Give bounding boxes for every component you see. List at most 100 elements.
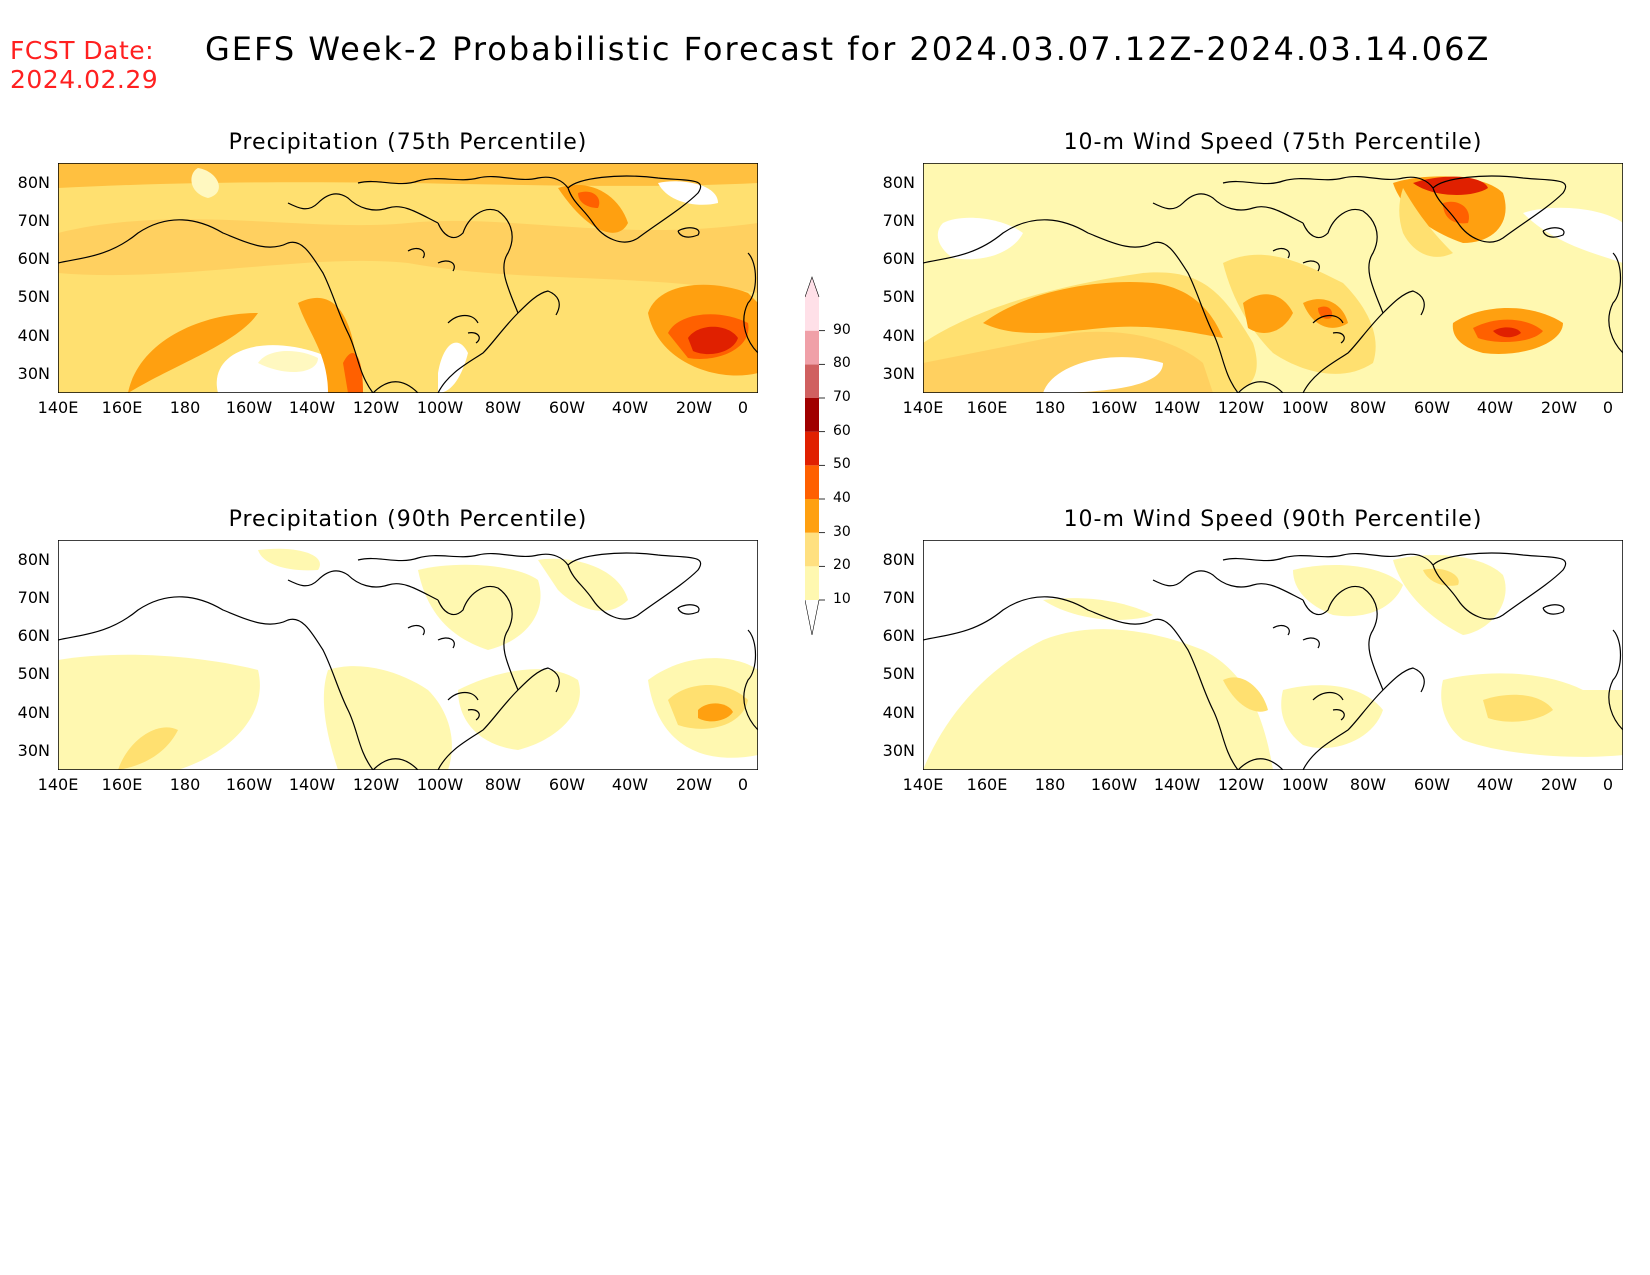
- lat-label: 30N: [17, 741, 50, 760]
- lon-label: 120W: [352, 398, 400, 417]
- lon-label: 100W: [416, 398, 464, 417]
- lon-label: 40W: [1476, 398, 1514, 417]
- lon-label: 80W: [1349, 398, 1387, 417]
- lon-label: 140E: [37, 398, 79, 417]
- fcst-date-value: 2024.02.29: [10, 65, 159, 94]
- colorbar-label: 90: [833, 321, 851, 338]
- lat-label: 70N: [17, 211, 50, 230]
- lon-label: 140E: [37, 775, 79, 794]
- colorbar-top-arrow: [805, 276, 820, 298]
- lon-label: 0: [1602, 775, 1614, 794]
- map-wind-90: [923, 540, 1623, 770]
- colorbar-swatch: [805, 330, 819, 365]
- colorbar-swatch: [805, 364, 819, 398]
- lon-label: 40W: [1476, 775, 1514, 794]
- lat-label: 40N: [17, 703, 50, 722]
- colorbar-label: 30: [833, 523, 851, 540]
- colorbar-label: 50: [833, 456, 851, 473]
- panel-title: 10-m Wind Speed (90th Percentile): [1063, 507, 1483, 532]
- lat-label: 30N: [882, 364, 915, 383]
- panel-title: Precipitation (75th Percentile): [228, 130, 588, 155]
- lon-label: 180: [169, 775, 201, 794]
- lat-label: 60N: [882, 626, 915, 645]
- lat-label: 70N: [882, 211, 915, 230]
- lon-label: 140W: [1153, 398, 1201, 417]
- panel-title: 10-m Wind Speed (75th Percentile): [1063, 130, 1483, 155]
- colorbar-swatch: [805, 398, 819, 432]
- colorbar-swatch: [805, 297, 819, 331]
- colorbar-label: 80: [833, 355, 851, 372]
- lon-label: 20W: [675, 398, 713, 417]
- lat-label: 70N: [17, 588, 50, 607]
- fcst-date-block: FCST Date: 2024.02.29: [10, 36, 158, 94]
- colorbar-label: 70: [833, 389, 851, 405]
- lon-label: 140E: [902, 775, 944, 794]
- lat-label: 60N: [17, 249, 50, 268]
- lon-label: 140W: [1153, 775, 1201, 794]
- colorbar-bottom-arrow: [805, 599, 820, 636]
- lon-label: 60W: [548, 775, 586, 794]
- lat-label: 60N: [17, 626, 50, 645]
- lon-label: 180: [1034, 398, 1066, 417]
- colorbar-swatches: [805, 276, 825, 636]
- lon-label: 160W: [1090, 775, 1138, 794]
- colorbar-label: 40: [833, 490, 851, 506]
- lat-label: 40N: [882, 326, 915, 345]
- lon-label: 160E: [966, 398, 1008, 417]
- lon-label: 60W: [548, 398, 586, 417]
- lon-label: 100W: [416, 775, 464, 794]
- lat-label: 30N: [882, 741, 915, 760]
- lat-label: 40N: [17, 326, 50, 345]
- lon-label: 140W: [288, 398, 336, 417]
- lat-label: 50N: [17, 287, 50, 306]
- lon-label: 20W: [1540, 398, 1578, 417]
- lat-label: 70N: [882, 588, 915, 607]
- fcst-date-label: FCST Date:: [10, 36, 155, 65]
- lat-label: 30N: [17, 364, 50, 383]
- colorbar-swatch: [805, 566, 819, 600]
- lon-label: 60W: [1413, 775, 1451, 794]
- lon-label: 40W: [611, 775, 649, 794]
- lon-label: 60W: [1413, 398, 1451, 417]
- lat-label: 80N: [882, 550, 915, 569]
- lon-label: 120W: [1217, 775, 1265, 794]
- map-wind-75: [923, 163, 1623, 393]
- lon-label: 180: [169, 398, 201, 417]
- panel-wind-90: 10-m Wind Speed (90th Percentile) 80N 70…: [865, 507, 1625, 807]
- colorbar-swatch: [805, 465, 819, 499]
- main-title: GEFS Week-2 Probabilistic Forecast for 2…: [205, 30, 1491, 68]
- colorbar-swatch: [805, 532, 819, 567]
- lon-label: 160W: [225, 398, 273, 417]
- lon-label: 180: [1034, 775, 1066, 794]
- lon-label: 160E: [101, 775, 143, 794]
- lon-label: 80W: [1349, 775, 1387, 794]
- lat-label: 50N: [882, 664, 915, 683]
- colorbar-swatch: [805, 499, 819, 533]
- lat-label: 40N: [882, 703, 915, 722]
- panel-wind-75: 10-m Wind Speed (75th Percentile): [865, 130, 1625, 430]
- lat-label: 80N: [882, 173, 915, 192]
- lat-label: 50N: [882, 287, 915, 306]
- colorbar-label: 20: [833, 557, 851, 574]
- lon-label: 0: [1602, 398, 1614, 417]
- colorbar-swatch: [805, 431, 819, 466]
- lat-label: 80N: [17, 550, 50, 569]
- panel-precip-90: Precipitation (90th Percentile) 80N 70N …: [0, 507, 760, 807]
- lat-label: 60N: [882, 249, 915, 268]
- panel-precip-75: Precipitation (75th Percentile): [0, 130, 760, 430]
- panel-title: Precipitation (90th Percentile): [228, 507, 588, 532]
- map-precip-90: [58, 540, 758, 770]
- lon-label: 100W: [1281, 398, 1329, 417]
- lon-label: 40W: [611, 398, 649, 417]
- colorbar-label: 60: [833, 422, 851, 439]
- lat-label: 80N: [17, 173, 50, 192]
- lat-label: 50N: [17, 664, 50, 683]
- lon-label: 0: [737, 775, 749, 794]
- colorbar: 10 20 30 40 50 60 70 80 90: [805, 275, 865, 675]
- lon-label: 120W: [352, 775, 400, 794]
- lon-label: 80W: [484, 775, 522, 794]
- lon-label: 160W: [1090, 398, 1138, 417]
- lon-label: 120W: [1217, 398, 1265, 417]
- lon-label: 0: [737, 398, 749, 417]
- lon-label: 160E: [101, 398, 143, 417]
